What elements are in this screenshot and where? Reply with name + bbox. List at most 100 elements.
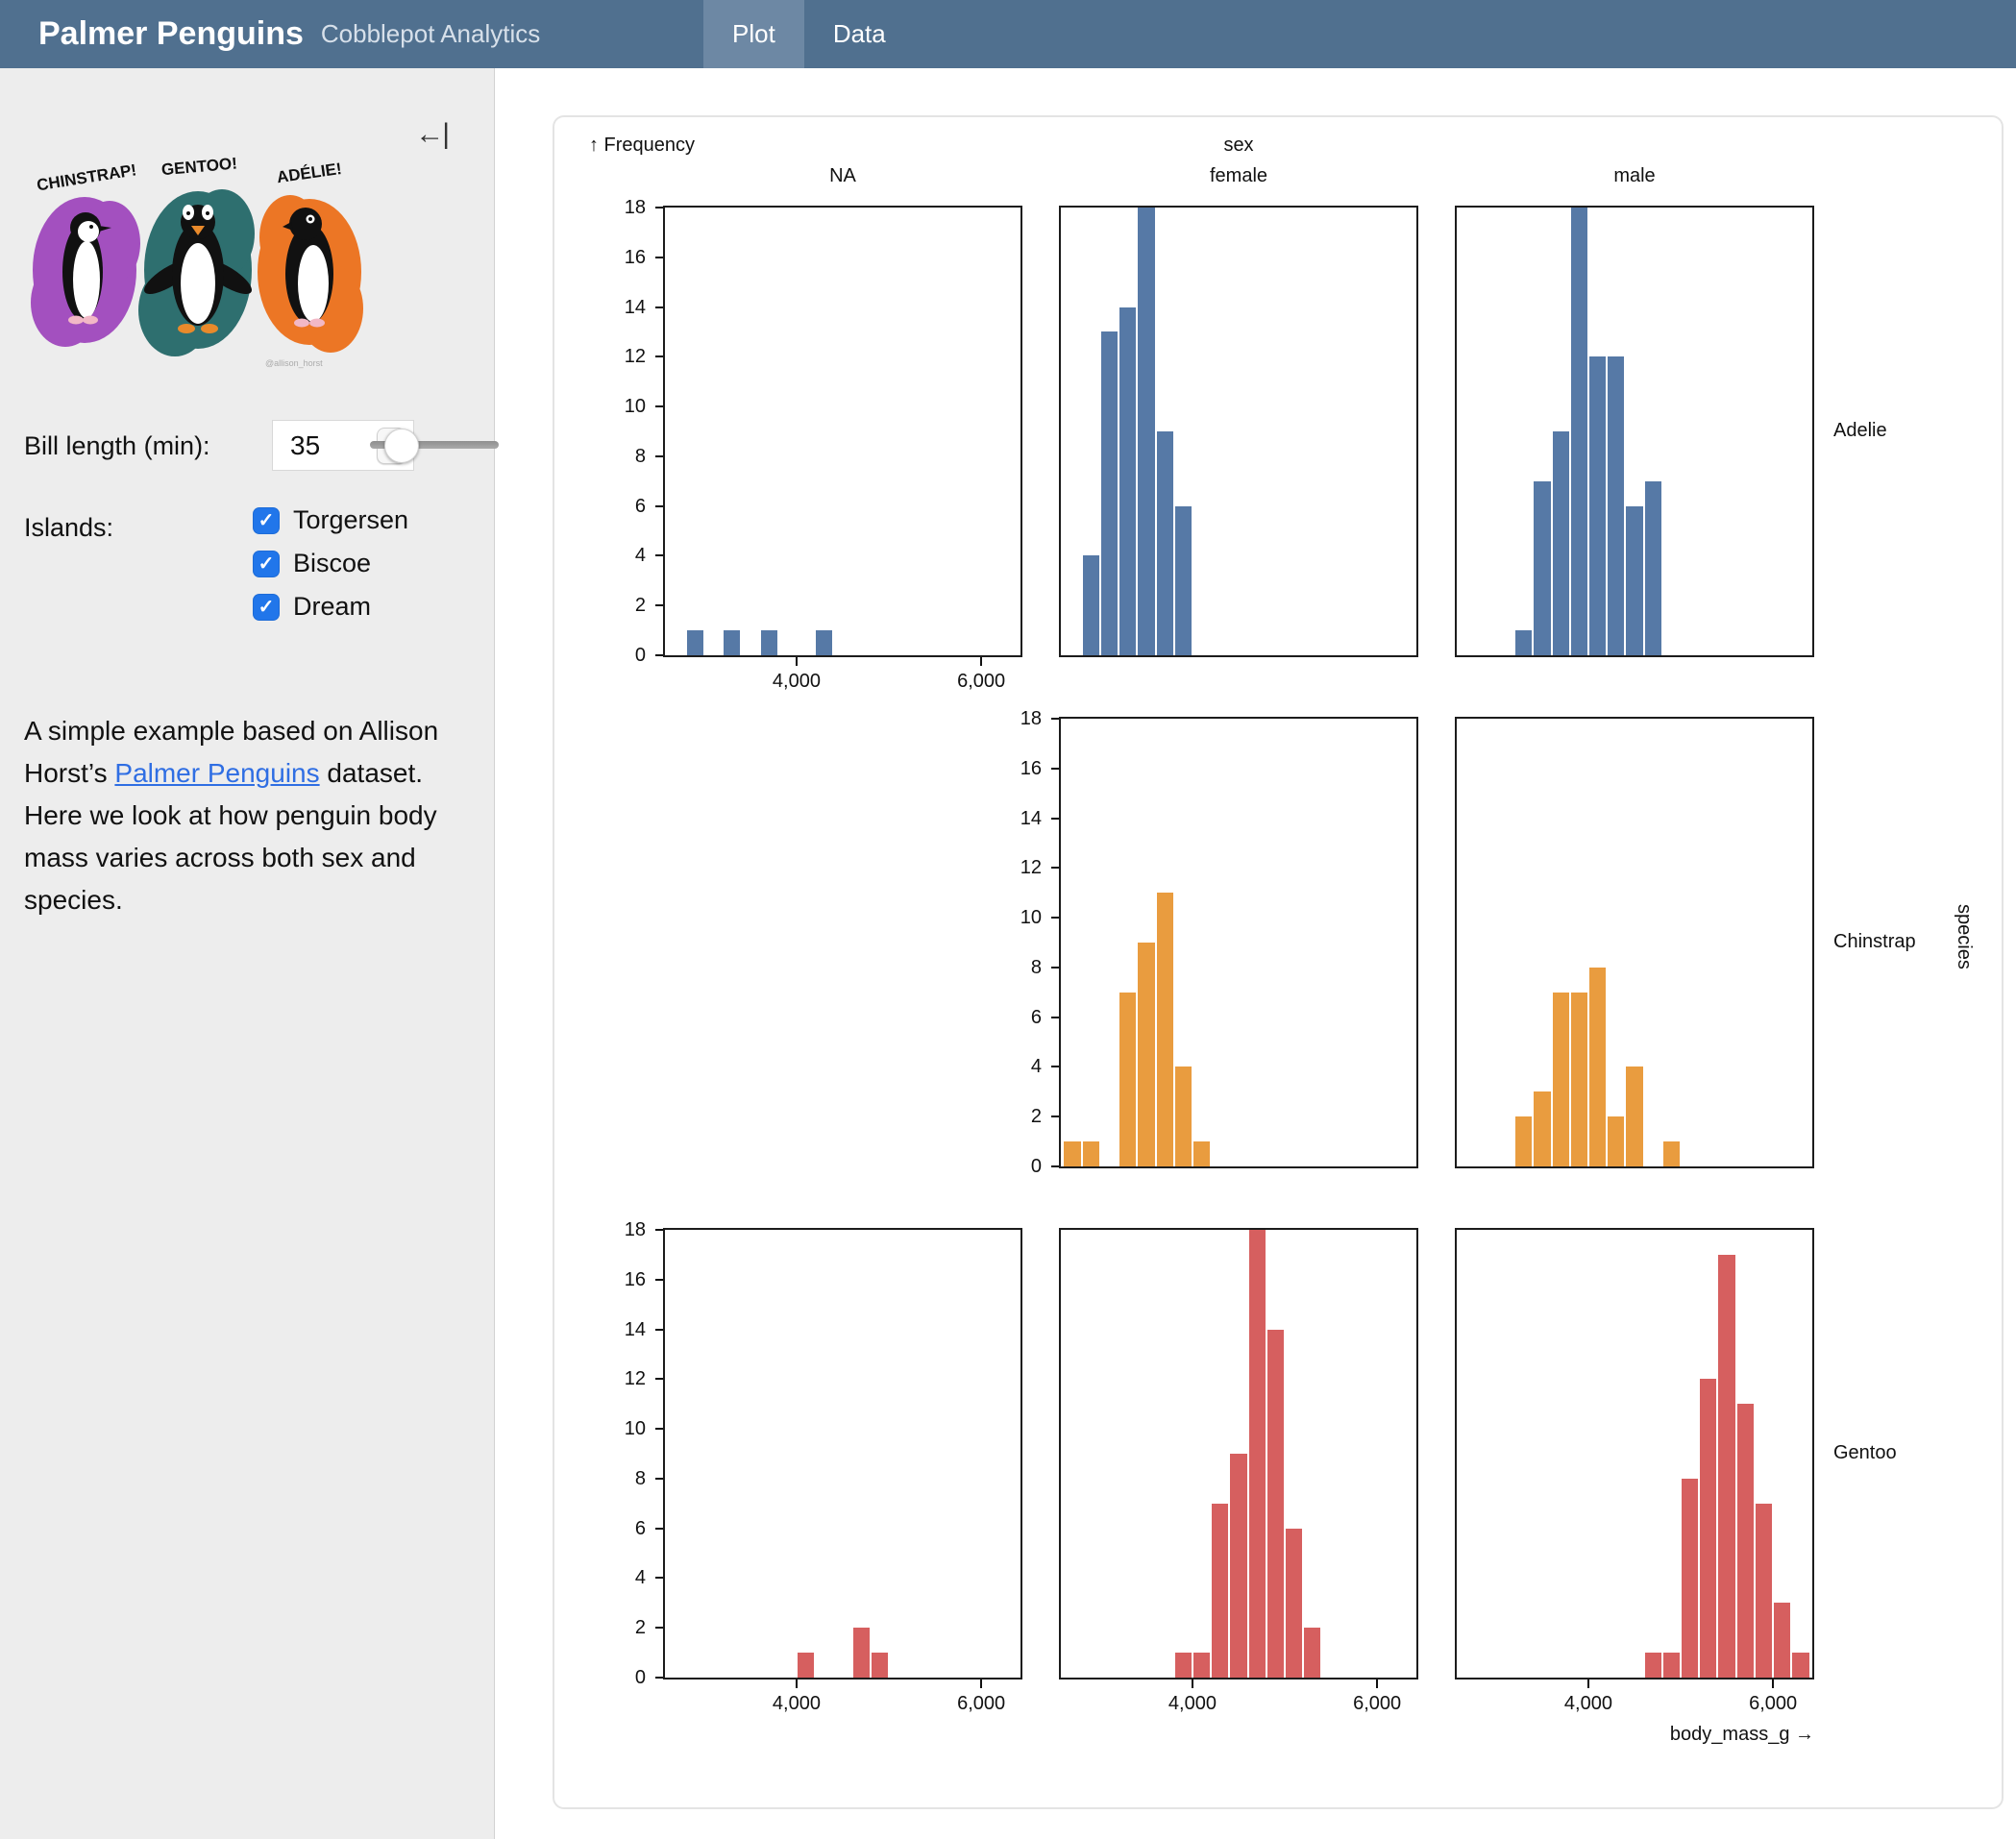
histogram-bar xyxy=(1119,306,1137,655)
histogram-bar xyxy=(1515,1116,1533,1166)
slider-track[interactable] xyxy=(370,441,499,449)
histogram-bar xyxy=(1212,1503,1229,1678)
facet-column-title-na: NA xyxy=(829,165,856,186)
histogram-bar xyxy=(1534,1091,1551,1166)
app-subtitle: Cobblepot Analytics xyxy=(320,19,541,48)
histogram-bar xyxy=(1570,208,1587,655)
histogram-bar xyxy=(1248,1230,1266,1678)
palmer-penguins-link[interactable]: Palmer Penguins xyxy=(114,758,320,788)
x-tick-mark xyxy=(1376,1680,1379,1688)
y-tick-label: 2 xyxy=(634,595,646,617)
y-tick-label: 6 xyxy=(1030,1006,1042,1028)
facet-panel-female-gentoo xyxy=(1059,1228,1418,1680)
histogram-bar xyxy=(1644,1653,1661,1678)
histogram-bar xyxy=(686,630,703,655)
x-tick-label: 6,000 xyxy=(957,1693,1006,1714)
histogram-bar xyxy=(1552,431,1569,655)
x-tick-mark xyxy=(1191,1680,1193,1688)
y-tick-mark xyxy=(1051,1066,1059,1068)
gentoo-penguin-icon xyxy=(144,205,252,333)
y-tick-mark xyxy=(1051,1165,1059,1167)
y-tick-label: 6 xyxy=(634,1517,646,1539)
y-tick-label: 4 xyxy=(634,1567,646,1589)
x-tick-label: 4,000 xyxy=(1563,1693,1612,1714)
y-tick-label: 8 xyxy=(1030,956,1042,978)
y-tick-mark xyxy=(1051,767,1059,770)
histogram-bar xyxy=(1119,992,1137,1166)
histogram-bar xyxy=(1100,331,1119,655)
y-tick-mark xyxy=(655,207,663,208)
facet-panel-na-gentoo xyxy=(663,1228,1022,1680)
y-tick-label: 2 xyxy=(1030,1106,1042,1128)
histogram-bar xyxy=(1304,1628,1321,1678)
slider-thumb[interactable] xyxy=(384,429,419,463)
y-tick-label: 16 xyxy=(624,1268,646,1290)
adelie-label: ADÉLIE! xyxy=(276,159,343,186)
y-tick-mark xyxy=(1051,867,1059,870)
histogram-bar xyxy=(1192,1141,1211,1166)
histogram-bar xyxy=(1588,967,1607,1166)
histogram-bar xyxy=(1736,1404,1754,1678)
y-tick-label: 0 xyxy=(634,1667,646,1688)
histogram-bar xyxy=(1608,1116,1625,1166)
y-tick-label: 8 xyxy=(634,445,646,467)
y-axis-title: ↑ Frequency xyxy=(589,135,696,156)
check-icon: ✓ xyxy=(258,509,275,531)
facet-column-title-female: female xyxy=(1209,165,1268,186)
check-icon: ✓ xyxy=(258,596,275,618)
island-checkbox-biscoe[interactable]: ✓ xyxy=(253,550,280,577)
y-tick-label: 16 xyxy=(624,246,646,268)
x-tick-label: 6,000 xyxy=(1353,1693,1402,1714)
island-checkbox-row: ✓ Dream xyxy=(253,592,371,622)
y-tick-mark xyxy=(655,256,663,258)
y-tick-mark xyxy=(655,454,663,457)
y-tick-label: 2 xyxy=(634,1617,646,1639)
description-after: dataset. Here we look at how penguin bod… xyxy=(24,758,437,915)
y-tick-label: 16 xyxy=(1020,757,1042,779)
y-tick-label: 14 xyxy=(624,296,646,318)
histogram-bar xyxy=(1064,1141,1081,1166)
island-label-torgersen: Torgersen xyxy=(293,505,409,534)
histogram-bar xyxy=(1552,992,1569,1166)
island-checkbox-row: ✓ Biscoe xyxy=(253,549,371,578)
y-tick-mark xyxy=(655,1477,663,1480)
histogram-bar xyxy=(1156,431,1173,655)
facet-panel-male-chinstrap xyxy=(1455,717,1814,1168)
y-tick-label: 10 xyxy=(624,396,646,418)
bill-length-label: Bill length (min): xyxy=(24,431,210,460)
y-tick-label: 12 xyxy=(624,346,646,368)
y-tick-mark xyxy=(1051,1116,1059,1118)
tab-plot[interactable]: Plot xyxy=(703,0,804,68)
y-tick-label: 6 xyxy=(634,495,646,517)
y-tick-mark xyxy=(655,306,663,308)
header: Palmer Penguins Cobblepot Analytics Plot… xyxy=(0,0,2016,68)
histogram-bar xyxy=(1082,555,1099,655)
bill-length-slider[interactable] xyxy=(370,422,499,468)
sidebar-collapse-button[interactable]: ←| xyxy=(415,118,450,150)
y-tick-mark xyxy=(655,1328,663,1331)
y-tick-mark xyxy=(655,1229,663,1231)
facet-row-label-chinstrap: Chinstrap xyxy=(1833,931,1916,952)
chinstrap-label: CHINSTRAP! xyxy=(36,160,138,194)
y-tick-mark xyxy=(655,604,663,607)
x-tick-mark xyxy=(1772,1680,1775,1688)
y-tick-mark xyxy=(655,1278,663,1281)
y-tick-label: 10 xyxy=(624,1418,646,1440)
histogram-bar xyxy=(1608,356,1625,655)
y-tick-label: 10 xyxy=(1020,907,1042,929)
histogram-bar xyxy=(1662,1653,1681,1678)
y-tick-label: 12 xyxy=(624,1368,646,1390)
island-checkbox-dream[interactable]: ✓ xyxy=(253,593,280,621)
artwork-credit: @allison_horst xyxy=(265,358,323,368)
island-checkbox-torgersen[interactable]: ✓ xyxy=(253,506,280,534)
islands-label: Islands: xyxy=(24,513,114,542)
chinstrap-penguin-icon xyxy=(62,212,111,325)
facet-panel-female-adelie xyxy=(1059,206,1418,657)
y-tick-mark xyxy=(655,1378,663,1381)
y-tick-label: 18 xyxy=(624,1219,646,1240)
tab-data[interactable]: Data xyxy=(832,19,886,48)
histogram-bar xyxy=(1700,1379,1717,1678)
y-tick-label: 0 xyxy=(634,645,646,666)
y-tick-label: 18 xyxy=(1020,708,1042,729)
y-tick-label: 18 xyxy=(624,197,646,218)
